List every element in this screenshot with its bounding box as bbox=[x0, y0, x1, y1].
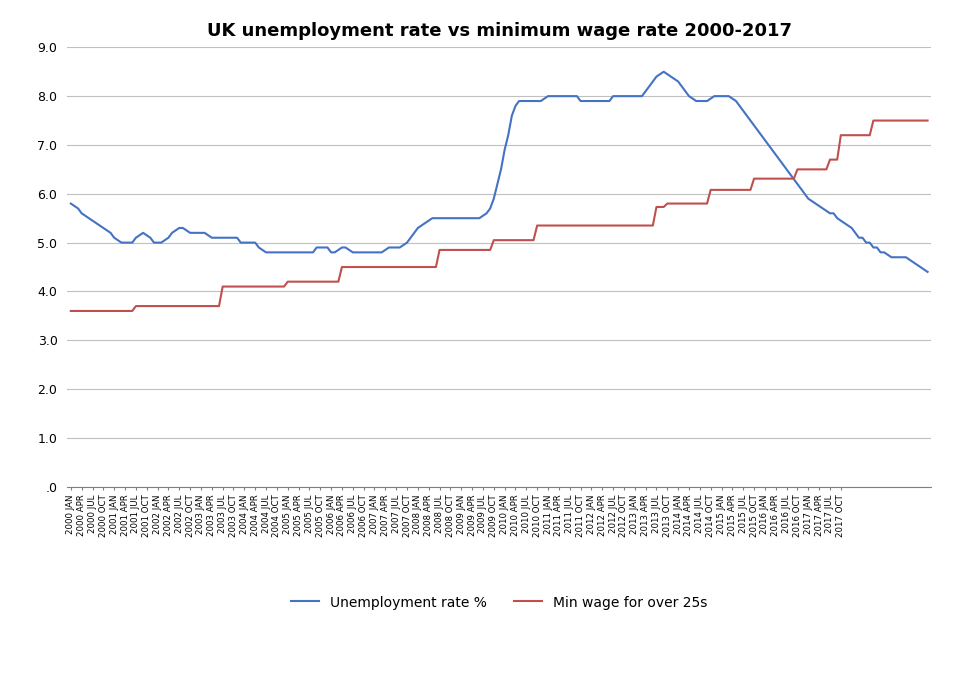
Min wage for over 25s bbox=[922, 116, 933, 124]
Line: Unemployment rate %: Unemployment rate % bbox=[71, 72, 927, 272]
Unemployment rate % bbox=[922, 268, 933, 276]
Min wage for over 25s bbox=[470, 246, 482, 254]
Unemployment rate % bbox=[65, 199, 77, 208]
Min wage for over 25s bbox=[868, 116, 879, 124]
Min wage for over 25s bbox=[65, 307, 77, 315]
Unemployment rate % bbox=[661, 70, 673, 78]
Title: UK unemployment rate vs minimum wage rate 2000-2017: UK unemployment rate vs minimum wage rat… bbox=[206, 22, 792, 40]
Unemployment rate % bbox=[412, 224, 423, 232]
Legend: Unemployment rate %, Min wage for over 25s: Unemployment rate %, Min wage for over 2… bbox=[285, 590, 713, 615]
Unemployment rate % bbox=[806, 197, 818, 206]
Unemployment rate % bbox=[470, 214, 482, 222]
Min wage for over 25s bbox=[412, 263, 423, 271]
Min wage for over 25s bbox=[152, 302, 163, 310]
Min wage for over 25s bbox=[733, 186, 745, 194]
Min wage for over 25s bbox=[803, 166, 814, 174]
Min wage for over 25s bbox=[658, 203, 669, 211]
Unemployment rate % bbox=[737, 107, 749, 115]
Line: Min wage for over 25s: Min wage for over 25s bbox=[71, 120, 927, 311]
Unemployment rate % bbox=[658, 68, 669, 76]
Unemployment rate % bbox=[152, 239, 163, 247]
